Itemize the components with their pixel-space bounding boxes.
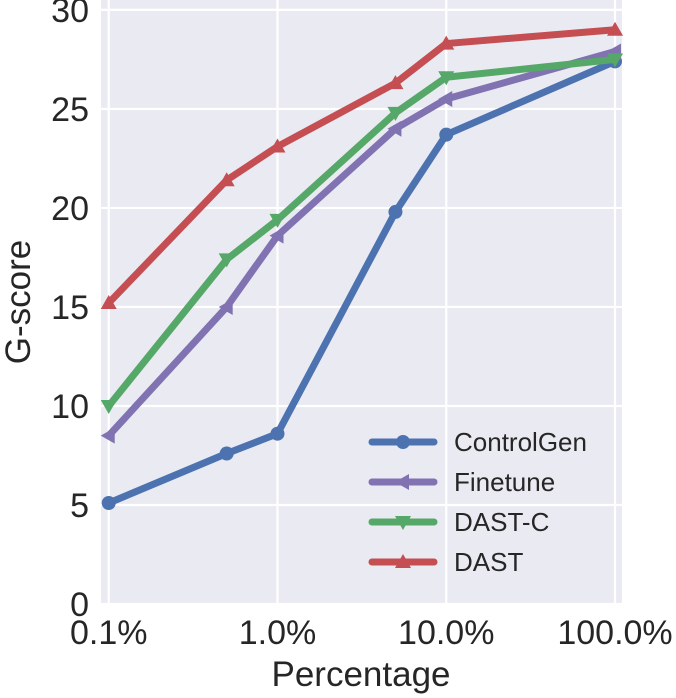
series-layer <box>100 21 624 511</box>
y-tick-label: 30 <box>51 0 89 30</box>
data-point <box>387 106 404 121</box>
x-tick-label: 10.0% <box>398 614 494 652</box>
legend-label: DAST-C <box>454 507 549 537</box>
x-axis-ticks: 0.1% 1.0% 10.0% 100.0% <box>70 614 673 652</box>
legend-label: Finetune <box>454 467 555 497</box>
legend-label: ControlGen <box>454 427 587 457</box>
grid-lines <box>101 0 622 606</box>
data-point <box>270 426 285 441</box>
data-point <box>101 496 116 511</box>
x-tick-label: 0.1% <box>70 614 148 652</box>
data-point <box>269 213 286 228</box>
series-line <box>105 47 619 440</box>
data-point <box>438 71 455 86</box>
data-point <box>388 204 403 219</box>
legend-marker <box>395 474 409 490</box>
data-point <box>607 53 624 68</box>
series-controlgen <box>101 54 623 511</box>
series-finetune <box>100 43 622 444</box>
data-point <box>218 172 235 187</box>
data-point <box>269 227 284 244</box>
x-axis-label: Percentage <box>271 655 450 694</box>
y-axis-ticks: 0 5 10 15 20 25 30 <box>51 0 89 624</box>
y-axis-label: G-score <box>0 240 38 364</box>
data-point <box>439 127 454 142</box>
legend-item: DAST <box>368 547 523 577</box>
series-dast <box>100 21 624 309</box>
legend-marker <box>395 554 411 568</box>
legend-marker <box>395 516 411 530</box>
data-point <box>387 75 404 90</box>
y-tick-label: 0 <box>70 586 89 624</box>
y-tick-label: 20 <box>51 190 89 228</box>
legend: ControlGen Finetune DAST-C DAST <box>368 427 587 577</box>
y-tick-label: 10 <box>51 388 89 426</box>
x-tick-label: 100.0% <box>557 614 672 652</box>
series-line <box>105 57 619 507</box>
x-tick-label: 1.0% <box>239 614 317 652</box>
data-point <box>100 399 117 414</box>
legend-item: ControlGen <box>368 427 587 457</box>
data-point <box>100 294 117 309</box>
data-point <box>219 446 234 461</box>
data-point <box>269 138 286 153</box>
legend-item: Finetune <box>368 467 555 497</box>
y-tick-label: 5 <box>70 487 89 525</box>
data-point <box>218 298 233 315</box>
y-tick-label: 15 <box>51 289 89 327</box>
data-point <box>438 35 455 50</box>
legend-label: DAST <box>454 547 523 577</box>
legend-item: DAST-C <box>368 507 549 537</box>
series-dast-c <box>100 53 624 414</box>
data-point <box>218 253 235 268</box>
data-point <box>387 120 402 137</box>
series-line <box>105 26 619 307</box>
series-line <box>105 55 619 410</box>
data-point <box>100 427 115 444</box>
data-point <box>607 21 624 36</box>
legend-marker <box>396 435 410 449</box>
data-point <box>438 91 453 108</box>
y-tick-label: 25 <box>51 91 89 129</box>
